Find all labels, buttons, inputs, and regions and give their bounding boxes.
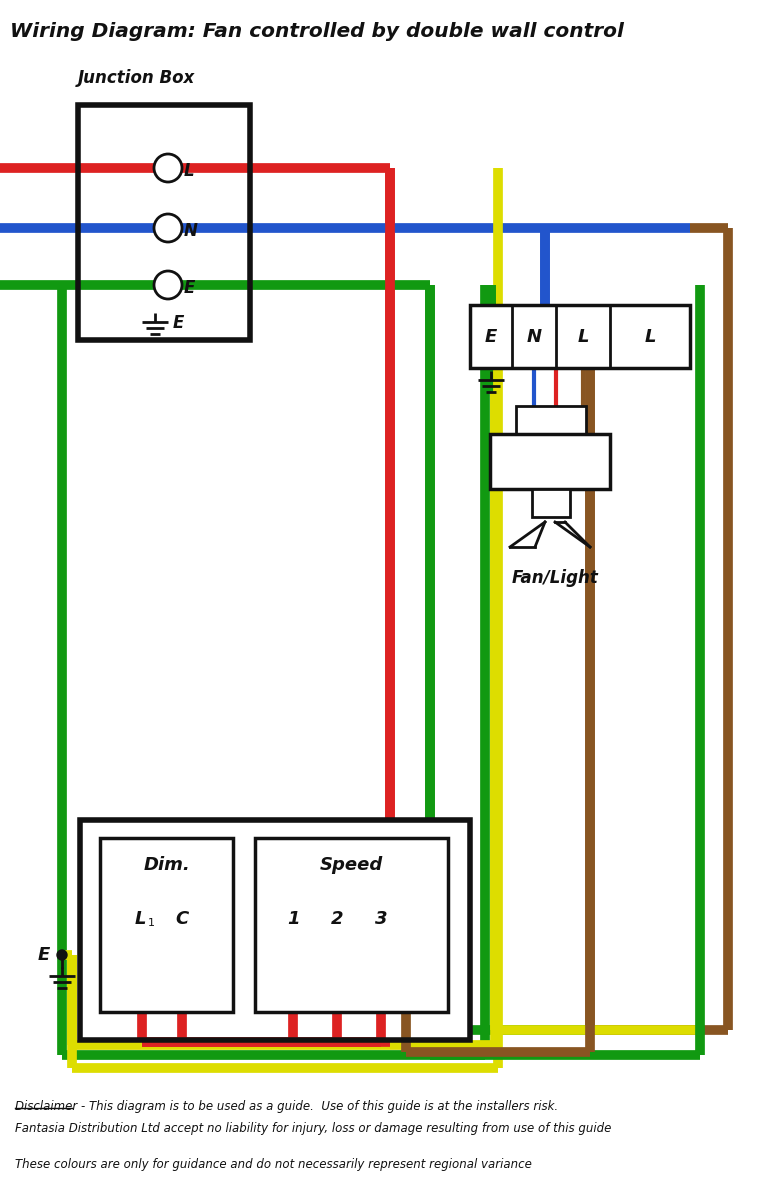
Text: Dim.: Dim.	[143, 856, 190, 874]
FancyBboxPatch shape	[490, 434, 610, 489]
Text: Fan/Light: Fan/Light	[511, 570, 598, 588]
FancyBboxPatch shape	[100, 838, 233, 1012]
Text: L: L	[578, 327, 589, 345]
Text: Disclaimer - This diagram is to be used as a guide.  Use of this guide is at the: Disclaimer - This diagram is to be used …	[15, 1099, 558, 1113]
FancyBboxPatch shape	[78, 106, 250, 341]
Circle shape	[154, 213, 182, 242]
Text: Junction Box: Junction Box	[78, 70, 195, 88]
Text: E: E	[173, 314, 184, 332]
Text: E: E	[184, 279, 195, 297]
Text: N: N	[526, 327, 541, 345]
Text: 2: 2	[331, 910, 343, 928]
Text: L: L	[134, 910, 146, 928]
Text: L: L	[184, 162, 194, 180]
FancyBboxPatch shape	[80, 820, 470, 1040]
Text: 3: 3	[375, 910, 387, 928]
Circle shape	[154, 271, 182, 299]
FancyBboxPatch shape	[532, 489, 570, 517]
Text: E: E	[38, 946, 50, 964]
Text: These colours are only for guidance and do not necessarily represent regional va: These colours are only for guidance and …	[15, 1158, 532, 1171]
FancyBboxPatch shape	[470, 305, 690, 368]
Text: C: C	[175, 910, 189, 928]
FancyBboxPatch shape	[516, 406, 586, 434]
Text: Fantasia Distribution Ltd accept no liability for injury, loss or damage resulti: Fantasia Distribution Ltd accept no liab…	[15, 1122, 611, 1135]
Text: E: E	[485, 327, 497, 345]
Text: Speed: Speed	[320, 856, 383, 874]
Text: 1: 1	[148, 918, 155, 928]
Text: N: N	[184, 222, 198, 240]
Text: Wiring Diagram: Fan controlled by double wall control: Wiring Diagram: Fan controlled by double…	[10, 22, 624, 41]
Circle shape	[57, 950, 67, 960]
Text: 1: 1	[286, 910, 300, 928]
Circle shape	[154, 153, 182, 182]
Text: L: L	[644, 327, 656, 345]
FancyBboxPatch shape	[255, 838, 448, 1012]
